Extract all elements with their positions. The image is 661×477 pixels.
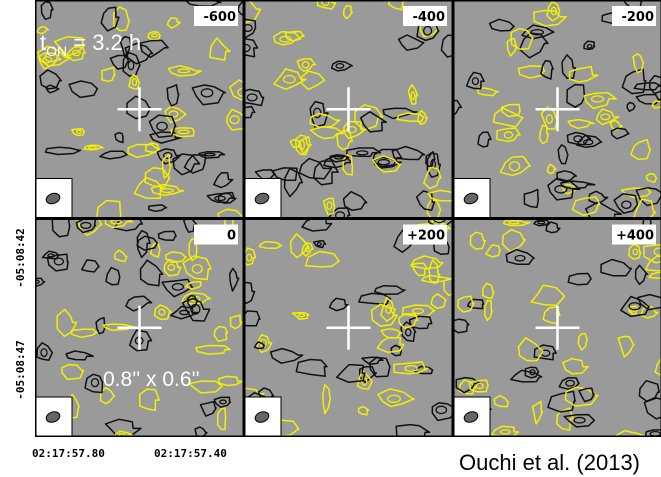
- figure: -600-400-2000+200+400 tON = 3.2 h 0.8'' …: [0, 0, 661, 477]
- panel: -600: [27, 0, 258, 227]
- velocity-label: +400: [616, 229, 654, 244]
- panel: -400: [233, 0, 458, 222]
- panel: +400: [448, 212, 661, 442]
- velocity-label: +200: [407, 229, 445, 244]
- velocity-label: 0: [227, 229, 236, 244]
- velocity-label: -200: [621, 10, 654, 25]
- beam-size: 0.8'' x 0.6'': [103, 368, 200, 391]
- x-label: 02:17:57.40: [154, 447, 227, 460]
- x-label: 02:17:57.80: [32, 447, 105, 460]
- velocity-label: -400: [412, 10, 445, 25]
- y-label: -05:08:42: [14, 228, 27, 288]
- credit: Ouchi et al. (2013): [459, 450, 640, 475]
- panel: -200: [447, 0, 661, 226]
- panel: 0: [27, 212, 244, 440]
- y-label: -05:08:47: [14, 340, 27, 400]
- velocity-label: -600: [203, 10, 236, 25]
- panel: +200: [230, 210, 458, 442]
